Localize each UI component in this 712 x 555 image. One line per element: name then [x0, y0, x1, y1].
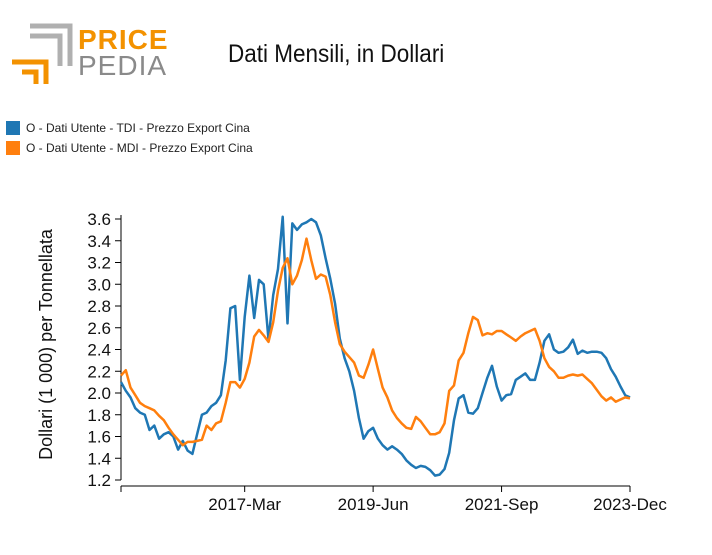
- legend-swatch-mdi: [6, 141, 20, 155]
- y-tick-label: 1.2: [87, 471, 111, 490]
- legend-item-mdi[interactable]: O - Dati Utente - MDI - Prezzo Export Ci…: [6, 138, 253, 158]
- y-tick-label: 1.8: [87, 406, 111, 425]
- legend-swatch-tdi: [6, 121, 20, 135]
- pricepedia-corner-logo-icon: [12, 23, 73, 84]
- y-tick-label: 3.6: [87, 210, 111, 229]
- logo-word-price: PRICE: [78, 24, 169, 55]
- legend-item-tdi[interactable]: O - Dati Utente - TDI - Prezzo Export Ci…: [6, 118, 253, 138]
- y-tick-label: 3.0: [87, 275, 111, 294]
- logo-word-pedia: PEDIA: [78, 50, 168, 81]
- y-tick-label: 2.6: [87, 319, 111, 338]
- y-tick-label: 3.2: [87, 254, 111, 273]
- x-tick-label: 2017-Mar: [208, 495, 281, 514]
- legend-label-mdi: O - Dati Utente - MDI - Prezzo Export Ci…: [26, 141, 253, 155]
- y-tick-label: 3.4: [87, 232, 111, 251]
- series-line-mdi: [120, 237, 631, 447]
- legend-label-tdi: O - Dati Utente - TDI - Prezzo Export Ci…: [26, 121, 250, 135]
- y-tick-label: 2.8: [87, 297, 111, 316]
- y-tick-label: 2.2: [87, 362, 111, 381]
- chart-title: Dati Mensili, in Dollari: [228, 40, 445, 68]
- y-axis-label: Dollari (1 000) per Tonnellata: [36, 228, 56, 460]
- series-line-tdi: [119, 215, 631, 477]
- y-tick-label: 2.4: [87, 341, 111, 360]
- chart-legend: O - Dati Utente - TDI - Prezzo Export Ci…: [6, 118, 253, 158]
- x-tick-label: 2019-Jun: [338, 495, 409, 514]
- x-tick-label: 2023-Dec: [593, 495, 667, 514]
- y-tick-label: 2.0: [87, 384, 111, 403]
- pricepedia-logo: PRICE PEDIA: [8, 22, 168, 92]
- y-tick-label: 1.6: [87, 428, 111, 447]
- x-tick-label: 2021-Sep: [465, 495, 539, 514]
- y-tick-label: 1.4: [87, 449, 111, 468]
